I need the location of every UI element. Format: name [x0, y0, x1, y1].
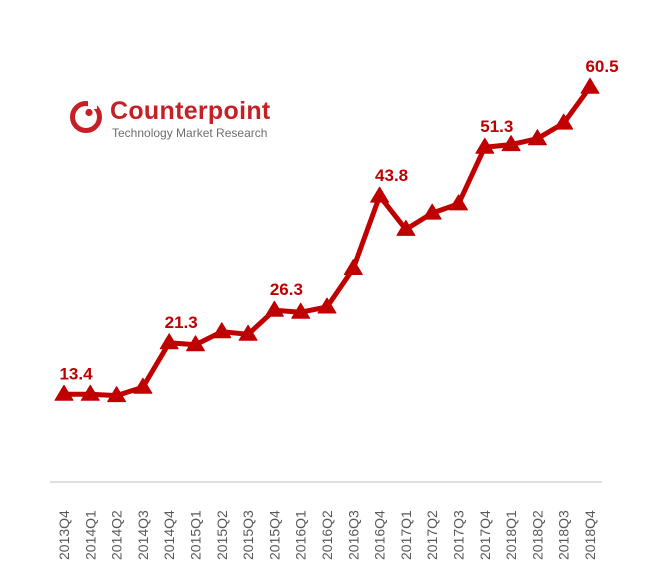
data-point-marker	[54, 384, 74, 401]
data-label: 26.3	[270, 280, 303, 299]
x-tick-label: 2018Q1	[503, 510, 519, 560]
data-point-marker	[107, 386, 127, 403]
x-tick-label: 2014Q1	[82, 510, 98, 560]
data-point-marker	[422, 203, 442, 220]
data-point-marker	[186, 335, 205, 352]
x-tick-label: 2018Q4	[582, 510, 598, 560]
x-tick-label: 2014Q2	[109, 510, 125, 560]
data-point-marker	[238, 324, 258, 341]
data-point-marker	[212, 322, 232, 339]
logo-tagline-text: Technology Market Research	[112, 126, 268, 140]
data-point-marker	[80, 384, 100, 401]
x-tick-label: 2017Q1	[398, 510, 414, 560]
data-point-marker	[264, 300, 284, 317]
data-point-marker	[396, 219, 416, 236]
x-tick-label: 2016Q3	[345, 510, 361, 560]
logo-brand-text: Counterpoint	[110, 97, 271, 125]
markers-layer	[54, 77, 600, 403]
x-tick-labels-layer: 2013Q4 2014Q1 2014Q2 2014Q3 2014Q4 2015Q1 2015…	[56, 510, 598, 560]
x-tick-label: 2015Q3	[240, 510, 256, 560]
x-tick-label: 2016Q4	[372, 510, 388, 560]
data-point-marker	[291, 302, 311, 319]
data-point-marker	[343, 259, 363, 275]
data-point-marker	[580, 77, 600, 94]
x-tick-label: 2018Q2	[529, 510, 545, 560]
x-tick-label: 2015Q2	[214, 510, 230, 560]
counterpoint-logo: Counterpoint Technology Market Research	[68, 96, 298, 148]
x-tick-label: 2014Q4	[161, 510, 177, 560]
data-label: 21.3	[165, 313, 198, 332]
x-tick-label: 2013Q4	[56, 510, 72, 560]
x-tick-label: 2017Q2	[424, 510, 440, 560]
data-point-marker	[449, 194, 468, 211]
x-tick-label: 2014Q3	[135, 510, 151, 560]
x-tick-label: 2017Q4	[477, 510, 493, 560]
x-tick-label: 2016Q1	[293, 510, 309, 560]
counterpoint-logo-icon	[70, 98, 102, 133]
x-tick-label: 2017Q3	[451, 510, 467, 560]
x-tick-label: 2015Q1	[188, 510, 204, 560]
x-tick-label: 2016Q2	[319, 510, 335, 560]
data-point-marker	[554, 113, 574, 130]
data-label: 60.5	[585, 57, 618, 76]
data-point-marker	[475, 137, 495, 154]
data-label: 13.4	[59, 364, 93, 383]
data-label: 43.8	[375, 166, 408, 185]
data-point-marker	[501, 135, 521, 152]
data-point-marker	[527, 129, 547, 146]
data-labels-layer: 13.4 21.3 26.3 43.8 51.3 60.5	[59, 57, 618, 383]
data-label: 51.3	[480, 117, 513, 136]
data-point-marker	[317, 297, 337, 314]
data-point-marker	[133, 377, 153, 394]
data-point-marker	[159, 333, 179, 350]
data-point-marker	[370, 186, 390, 203]
x-tick-label: 2018Q3	[556, 510, 572, 560]
x-tick-label: 2015Q4	[266, 510, 282, 560]
